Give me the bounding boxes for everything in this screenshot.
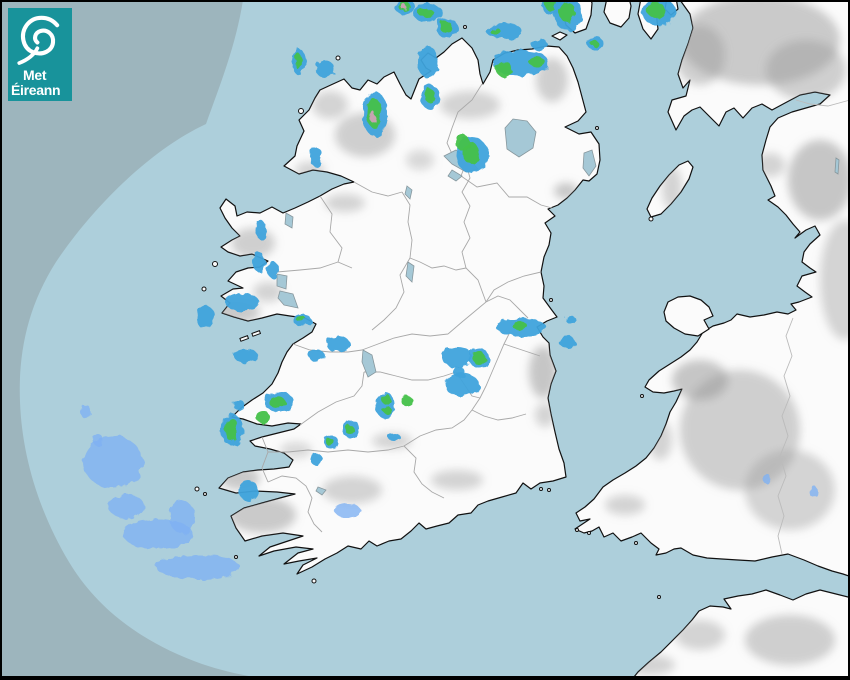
rain-echo-drizzle: [156, 555, 240, 579]
small-islands: [194, 25, 661, 599]
rain-echo-light: [532, 39, 548, 51]
rain-echo-moderate: [590, 40, 598, 46]
rain-echo-moderate: [383, 406, 391, 414]
rain-echo-light: [309, 350, 325, 362]
rain-echo-light: [326, 336, 350, 352]
lake-lough-conn: [284, 212, 294, 229]
rain-echo-moderate: [425, 89, 435, 103]
rain-echo-moderate: [496, 61, 512, 77]
rain-echo-light: [253, 252, 265, 272]
rain-echo-moderate: [456, 135, 470, 151]
rain-echo-moderate: [545, 0, 557, 11]
rain-echo-moderate: [418, 9, 434, 17]
lake-lough-neagh: [504, 118, 537, 158]
rain-echo-drizzle: [763, 474, 771, 484]
rain-echo-light: [267, 262, 279, 278]
rain-echo-light: [310, 147, 322, 167]
rain-echo-light: [566, 316, 576, 324]
lakes: [276, 118, 840, 496]
rain-echo-layer: [81, 0, 818, 579]
rain-echo-light: [453, 367, 465, 377]
rain-echo-moderate: [529, 57, 545, 67]
rain-echo-heavy: [401, 4, 407, 10]
rain-echo-moderate: [647, 2, 665, 18]
rain-echo-light: [196, 305, 214, 329]
lake-strangford-lough: [582, 149, 597, 177]
lake-lough-derg: [361, 349, 377, 378]
rain-echo-moderate: [269, 396, 285, 408]
rain-echo-drizzle: [81, 405, 91, 419]
rain-echo-light: [239, 481, 259, 501]
lake-lough-mask: [276, 273, 288, 290]
rain-echo-moderate: [225, 417, 237, 441]
lake-windermere: [834, 157, 840, 175]
rain-echo-moderate: [381, 394, 391, 404]
rain-echo-moderate: [256, 411, 270, 423]
rain-echo-moderate: [559, 2, 575, 22]
rain-echo-drizzle: [169, 501, 195, 533]
rain-echo-drizzle: [108, 494, 144, 518]
rain-echo-heavy: [370, 111, 376, 123]
rain-echo-moderate: [513, 321, 527, 331]
rain-echo-drizzle: [93, 434, 103, 446]
lake-lough-corrib: [277, 290, 299, 309]
rain-echo-moderate: [473, 351, 485, 365]
rain-echo-moderate: [294, 53, 302, 69]
rain-echo-moderate: [346, 425, 354, 435]
rain-echo-drizzle: [335, 504, 361, 518]
met-eireann-swirl-icon: [17, 15, 60, 65]
rain-echo-moderate: [296, 316, 306, 322]
rain-echo-light: [418, 46, 438, 78]
rain-echo-light: [234, 349, 258, 363]
rain-echo-light: [445, 373, 479, 397]
rain-echo-moderate: [490, 27, 500, 35]
rain-echo-moderate: [401, 396, 413, 406]
rain-echo-drizzle: [810, 486, 818, 498]
logo-text-line2: Éireann: [11, 82, 61, 98]
rain-echo-moderate: [440, 21, 452, 33]
rain-echo-drizzle: [83, 436, 143, 488]
rain-echo-light: [559, 336, 575, 348]
rain-echo-moderate: [326, 438, 334, 446]
rain-echo-light: [255, 221, 267, 239]
lake-killarney: [315, 486, 327, 496]
lake-lough-allen: [404, 185, 413, 200]
rain-echo-light: [442, 346, 472, 368]
gb-boundaries: [777, 99, 850, 555]
rain-echo-light: [388, 433, 400, 441]
met-eireann-logo: Met Éireann: [8, 8, 72, 101]
rain-echo-light: [225, 293, 259, 311]
rain-echo-light: [316, 60, 334, 78]
rain-echo-light: [233, 400, 245, 410]
lake-lough-ree: [405, 261, 415, 283]
logo-text-line1: Met: [23, 67, 47, 83]
rain-echo-light: [311, 454, 323, 466]
